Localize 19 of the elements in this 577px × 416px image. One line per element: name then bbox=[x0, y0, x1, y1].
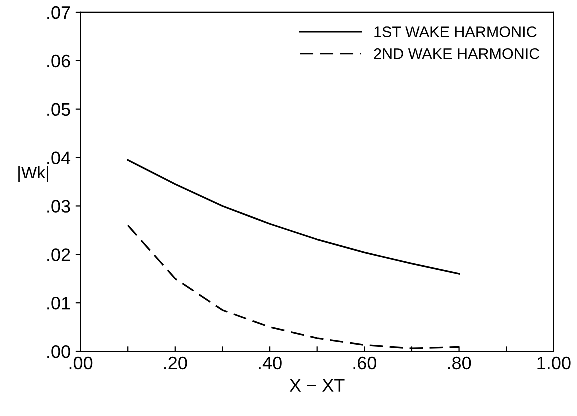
legend-label: 2ND WAKE HARMONIC bbox=[374, 48, 540, 60]
y-axis-title: |Wk| bbox=[18, 166, 48, 182]
y-tick-label: .03 bbox=[48, 200, 70, 213]
legend-label: 1ST WAKE HARMONIC bbox=[374, 26, 537, 38]
x-tick-label: .00 bbox=[70, 356, 93, 370]
x-tick-label: .80 bbox=[448, 356, 472, 370]
y-tick-label: .06 bbox=[48, 54, 70, 68]
x-tick-label: 1.00 bbox=[538, 356, 571, 370]
x-tick-label: .40 bbox=[259, 356, 282, 370]
y-tick-label: .04 bbox=[48, 152, 71, 165]
y-tick-label: .07 bbox=[48, 6, 70, 20]
y-tick-label: .05 bbox=[48, 103, 70, 116]
x-tick-label: .20 bbox=[164, 356, 188, 370]
x-tick-label: .60 bbox=[354, 356, 377, 370]
y-tick-label: .02 bbox=[48, 248, 70, 262]
y-tick-label: .00 bbox=[48, 345, 70, 358]
y-tick-label: .01 bbox=[48, 297, 70, 310]
line-series bbox=[127, 159, 460, 275]
x-axis-title: X − XT bbox=[290, 379, 345, 392]
